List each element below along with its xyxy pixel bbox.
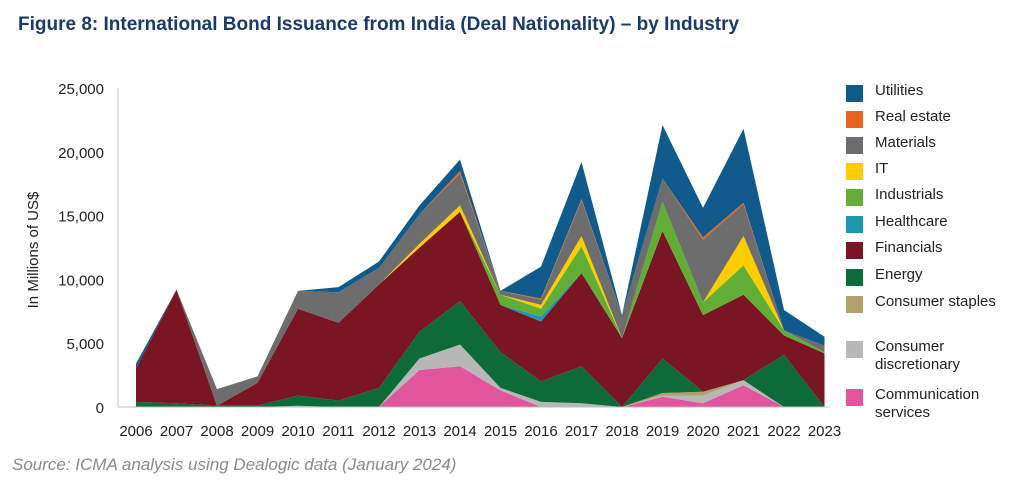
y-tick-label: 5,000 [66,336,104,353]
x-tick-label: 2023 [808,423,841,440]
legend-swatch [846,163,863,180]
legend-label: Real estate [875,108,951,125]
y-tick-label: 15,000 [58,209,104,226]
chart-title: Figure 8: International Bond Issuance fr… [18,14,740,35]
area-industrials [136,201,825,406]
legend-item-communication-services: Communication services [846,386,1015,422]
y-tick-label: 25,000 [58,81,104,98]
area-energy [136,301,825,407]
area-communication-services [136,366,825,407]
area-consumer-discretionary [136,344,825,407]
legend-item-consumer-discretionary: Consumer discretionary [846,338,1015,374]
legend-label: Utilities [875,82,924,99]
area-financials [136,211,825,407]
legend-item-materials: Materials [846,134,1015,154]
source-note: Source: ICMA analysis using Dealogic dat… [12,455,457,474]
y-tick-label: 20,000 [58,145,104,162]
legend-item-utilities: Utilities [846,82,1015,102]
legend-label: Energy [875,266,923,283]
legend-item-healthcare: Healthcare [846,213,1015,233]
y-axis-title: In Millions of US$ [25,191,42,308]
y-tick-label: 10,000 [58,272,104,289]
y-tick-label: 0 [96,400,104,417]
legend-item-real-estate: Real estate [846,108,1015,128]
x-tick-label: 2008 [200,423,233,440]
legend-swatch [846,189,863,206]
legend-swatch [846,296,863,313]
area-utilities [136,125,825,390]
x-tick-label: 2021 [727,423,760,440]
x-tick-label: 2010 [281,423,314,440]
legend-swatch [846,216,863,233]
x-tick-label: 2007 [160,423,193,440]
legend-swatch [846,341,863,358]
legend-swatch [846,242,863,259]
legend-item-energy: Energy [846,266,1015,286]
legend-label: Healthcare [875,213,948,230]
legend-label: Industrials [875,186,944,203]
legend-label: IT [875,160,889,177]
x-tick-label: 2019 [646,423,679,440]
x-tick-label: 2016 [524,423,557,440]
legend-item-industrials: Industrials [846,186,1015,206]
x-tick-label: 2011 [322,423,354,440]
legend-swatch [846,389,863,406]
x-tick-label: 2013 [403,423,436,440]
x-tick-label: 2014 [443,423,476,440]
legend-label: Consumer staples [875,293,996,310]
legend-item-consumer-staples: Consumer staples [846,293,1015,313]
legend-label: Consumer discretionary [875,338,961,373]
legend-swatch [846,269,863,286]
x-tick-label: 2012 [362,423,395,440]
legend-swatch [846,111,863,128]
x-tick-label: 2015 [484,423,517,440]
legend-item-financials: Financials [846,239,1015,259]
legend-swatch [846,137,863,154]
x-tick-label: 2018 [605,423,638,440]
legend-label: Communication services [875,386,980,421]
legend-label: Materials [875,134,936,151]
x-tick-label: 2022 [767,423,800,440]
legend-label: Financials [875,239,943,256]
x-tick-label: 2006 [119,423,152,440]
legend-swatch [846,85,863,102]
x-tick-label: 2017 [565,423,598,440]
x-tick-label: 2020 [686,423,719,440]
x-tick-label: 2009 [241,423,274,440]
area-materials [136,173,825,406]
legend-item-it: IT [846,160,1015,180]
